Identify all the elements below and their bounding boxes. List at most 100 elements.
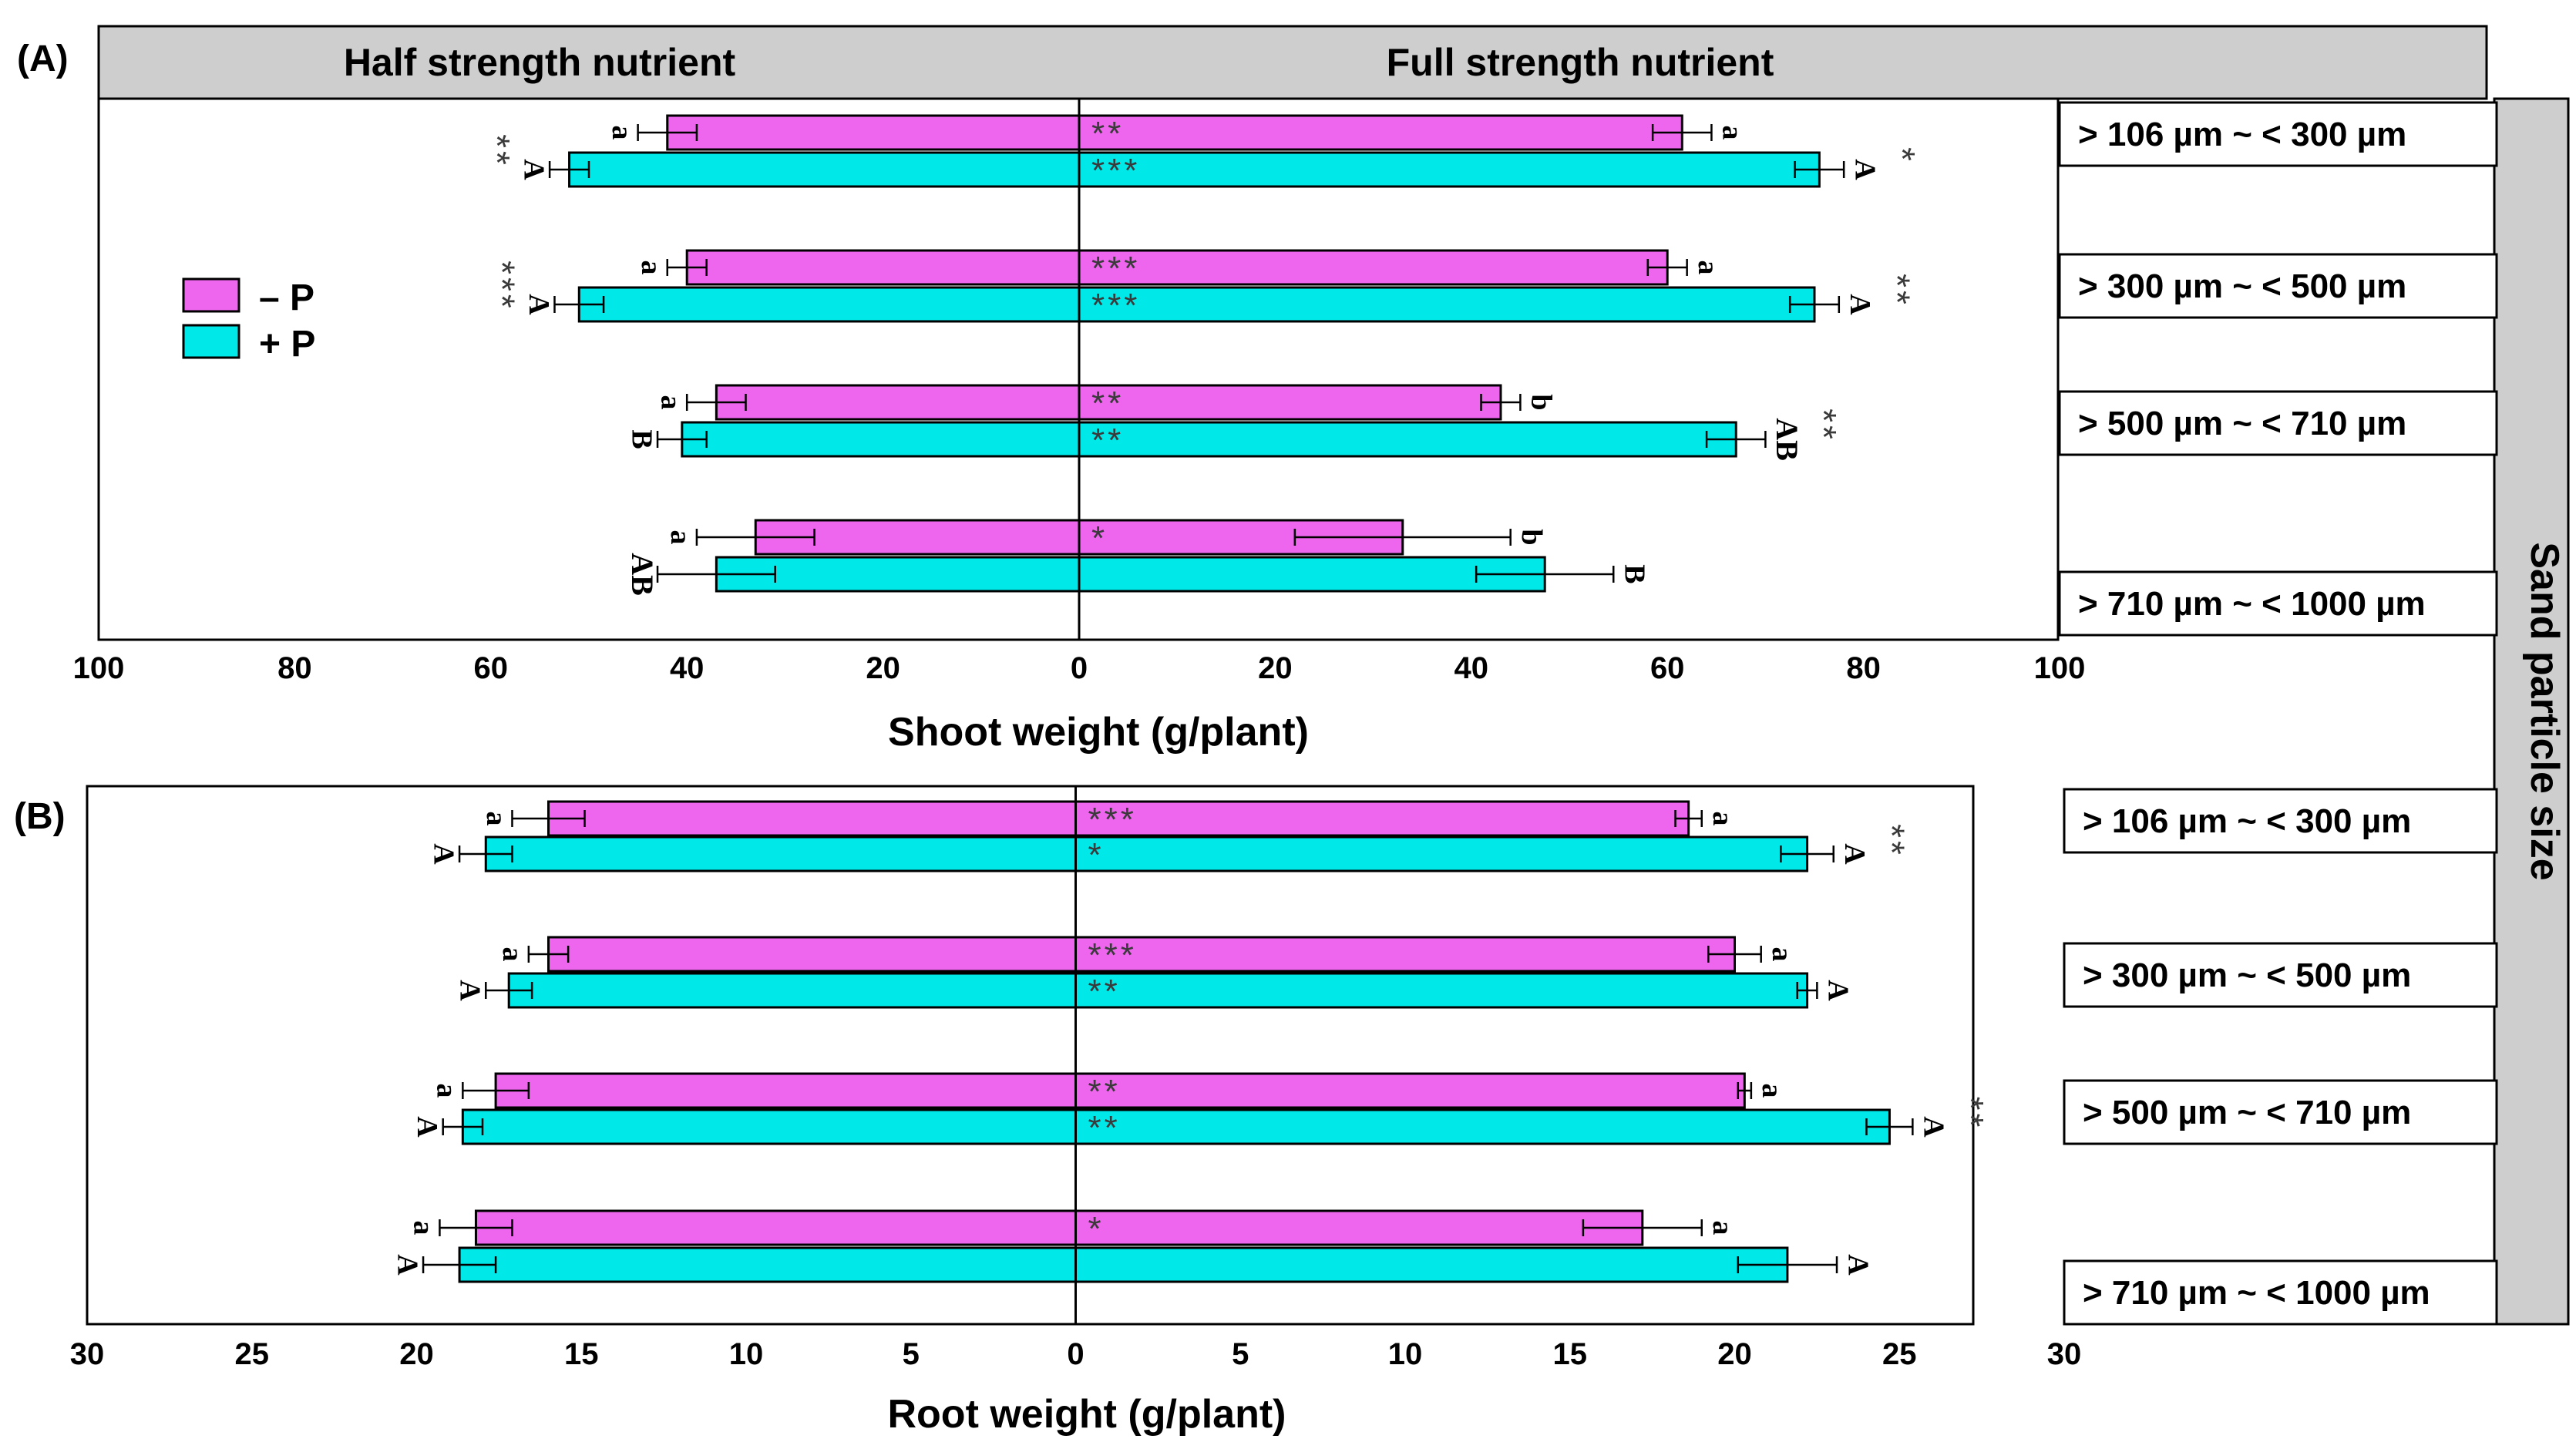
panel-b-bar-half-minus-p xyxy=(474,1209,1077,1246)
panel-b-category-box xyxy=(2063,788,2498,854)
panel-a-tick-label: 100 xyxy=(73,651,125,685)
panel-b-center-stars: * xyxy=(1088,836,1105,874)
panel-b-letter-half: a xyxy=(480,812,513,826)
header-bar xyxy=(97,25,2488,100)
panel-a-center-stars: *** xyxy=(1091,152,1140,190)
panel-a-bar-half-plus-p xyxy=(715,556,1081,593)
panel-b-letter-half: a xyxy=(408,1221,440,1236)
panel-a-letter-full: b xyxy=(1515,529,1548,545)
panel-label-a: (A) xyxy=(17,39,69,79)
panel-b-letter-full: a xyxy=(1756,1084,1788,1098)
panel-b-letter-full: a xyxy=(1766,947,1798,962)
panel-b-tick-label: 30 xyxy=(70,1337,105,1371)
panel-a-letter-half: A xyxy=(517,159,550,180)
panel-b-right-stars: ** xyxy=(1951,1097,1991,1131)
legend-swatch-plus-p xyxy=(182,324,240,359)
panel-b-bar-half-minus-p xyxy=(494,1072,1077,1109)
panel-b-bar-full-plus-p xyxy=(1074,835,1809,872)
panel-a-letter-half: a xyxy=(654,395,687,410)
panel-b-bar-half-plus-p xyxy=(507,972,1077,1009)
panel-a-category-box xyxy=(2058,390,2498,456)
panel-a-category-box xyxy=(2058,570,2498,637)
panel-b-bar-full-minus-p xyxy=(1074,800,1690,837)
panel-b-tick-label: 25 xyxy=(235,1337,270,1371)
header-half: Half strength nutrient xyxy=(344,41,736,84)
panel-a-bar-half-plus-p xyxy=(577,286,1081,323)
panel-b-plot-frame xyxy=(86,785,1975,1326)
panel-b-letter-full: A xyxy=(1838,843,1871,865)
panel-b-root-weight: Root weight (g/plant) 30 25 20 15 10 5 0 5 10 15 2… xyxy=(70,785,2498,1437)
panel-a-tick-label: 60 xyxy=(1650,651,1685,685)
panel-a-center-stars: *** xyxy=(1091,287,1140,324)
panel-b-letter-full: A xyxy=(1918,1116,1950,1138)
panel-a-tick-label: 80 xyxy=(277,651,312,685)
panel-b-tick-label: 15 xyxy=(1553,1337,1588,1371)
panel-a-bar-full-plus-p xyxy=(1078,151,1821,188)
panel-b-letter-full: a xyxy=(1707,1221,1739,1236)
panel-a-category-label: > 710 µm ~ < 1000 µm xyxy=(2078,585,2426,623)
panel-label-b: (B) xyxy=(14,796,66,837)
panel-b-bar-half-plus-p xyxy=(458,1246,1077,1283)
panel-b-tick-label: 10 xyxy=(1388,1337,1423,1371)
panel-a-tick-label: 20 xyxy=(1258,651,1293,685)
side-label-bar xyxy=(2493,97,2570,1326)
panel-a-bar-half-minus-p xyxy=(685,249,1081,286)
panel-b-center-stars: *** xyxy=(1088,936,1137,974)
panel-a-tick-label: 40 xyxy=(670,651,705,685)
panel-b-bar-full-minus-p xyxy=(1074,1072,1746,1109)
panel-b-tick-label: 25 xyxy=(1882,1337,1917,1371)
panel-b-letter-half: a xyxy=(431,1084,463,1098)
panel-b-center-stars: ** xyxy=(1088,973,1121,1010)
panel-a-letter-half: B xyxy=(625,429,657,449)
panel-b-letter-full: A xyxy=(1822,980,1855,1001)
panel-b-tick-label: 20 xyxy=(1717,1337,1752,1371)
panel-a-x-axis-label: Shoot weight (g/plant) xyxy=(888,710,1309,755)
side-label: Sand particle size xyxy=(2522,542,2567,880)
panel-a-bar-half-plus-p xyxy=(681,421,1081,458)
panel-a-center-stars: * xyxy=(1091,519,1108,557)
panel-a-letter-full: B xyxy=(1619,564,1651,583)
panel-a-bar-half-minus-p xyxy=(715,384,1081,421)
panel-a-letter-full: A xyxy=(1844,294,1876,315)
panel-b-center-stars: * xyxy=(1088,1210,1105,1248)
panel-a-shoot-weight: Shoot weight (g/plant) 100 80 60 40 20 0 20 40 6… xyxy=(73,97,2498,755)
panel-a-left-stars: *** xyxy=(482,261,522,311)
panel-a-tick-label: 60 xyxy=(474,651,509,685)
panel-b-letter-full: a xyxy=(1707,812,1739,826)
panel-a-tick-label: 40 xyxy=(1454,651,1489,685)
panel-a-bar-full-minus-p xyxy=(1078,249,1669,286)
panel-b-center-stars: ** xyxy=(1088,1109,1121,1147)
panel-a-tick-label: 100 xyxy=(2034,651,2086,685)
panel-b-bar-full-plus-p xyxy=(1074,1108,1891,1145)
panel-b-bar-full-minus-p xyxy=(1074,936,1736,973)
panel-b-category-box xyxy=(2063,1079,2498,1145)
legend: – P + P xyxy=(182,277,315,365)
panel-b-letter-half: A xyxy=(427,843,459,865)
panel-b-category-label: > 500 µm ~ < 710 µm xyxy=(2083,1094,2411,1131)
panel-a-letter-full: a xyxy=(1717,126,1749,140)
panel-b-bar-full-plus-p xyxy=(1074,972,1809,1009)
panel-a-center-stars: *** xyxy=(1091,250,1140,287)
panel-a-right-stars: ** xyxy=(1804,408,1844,442)
panel-a-letter-half: AB xyxy=(625,553,660,596)
panel-b-bar-half-plus-p xyxy=(461,1108,1077,1145)
panel-a-letter-full: b xyxy=(1525,394,1558,410)
panel-a-bar-half-plus-p xyxy=(568,151,1081,188)
panel-a-bar-full-plus-p xyxy=(1078,421,1737,458)
panel-b-letter-half: A xyxy=(454,980,486,1001)
panel-a-bar-full-plus-p xyxy=(1078,556,1546,593)
panel-a-center-stars: ** xyxy=(1091,115,1124,153)
panel-b-bar-half-minus-p xyxy=(547,800,1077,837)
panel-b-category-label: > 300 µm ~ < 500 µm xyxy=(2083,956,2411,994)
panel-b-letter-full: A xyxy=(1841,1254,1874,1276)
panel-a-category-label: > 500 µm ~ < 710 µm xyxy=(2078,405,2406,442)
panel-a-category-label: > 300 µm ~ < 500 µm xyxy=(2078,267,2406,305)
panel-b-center-stars: ** xyxy=(1088,1073,1121,1111)
panel-a-category-label: > 106 µm ~ < 300 µm xyxy=(2078,116,2406,153)
panel-a-letter-half: a xyxy=(606,126,638,140)
panel-b-tick-label: 30 xyxy=(2047,1337,2082,1371)
panel-a-letter-half: a xyxy=(635,261,668,275)
panel-a-center-stars: ** xyxy=(1091,422,1124,459)
legend-label-minus-p: – P xyxy=(259,277,314,318)
